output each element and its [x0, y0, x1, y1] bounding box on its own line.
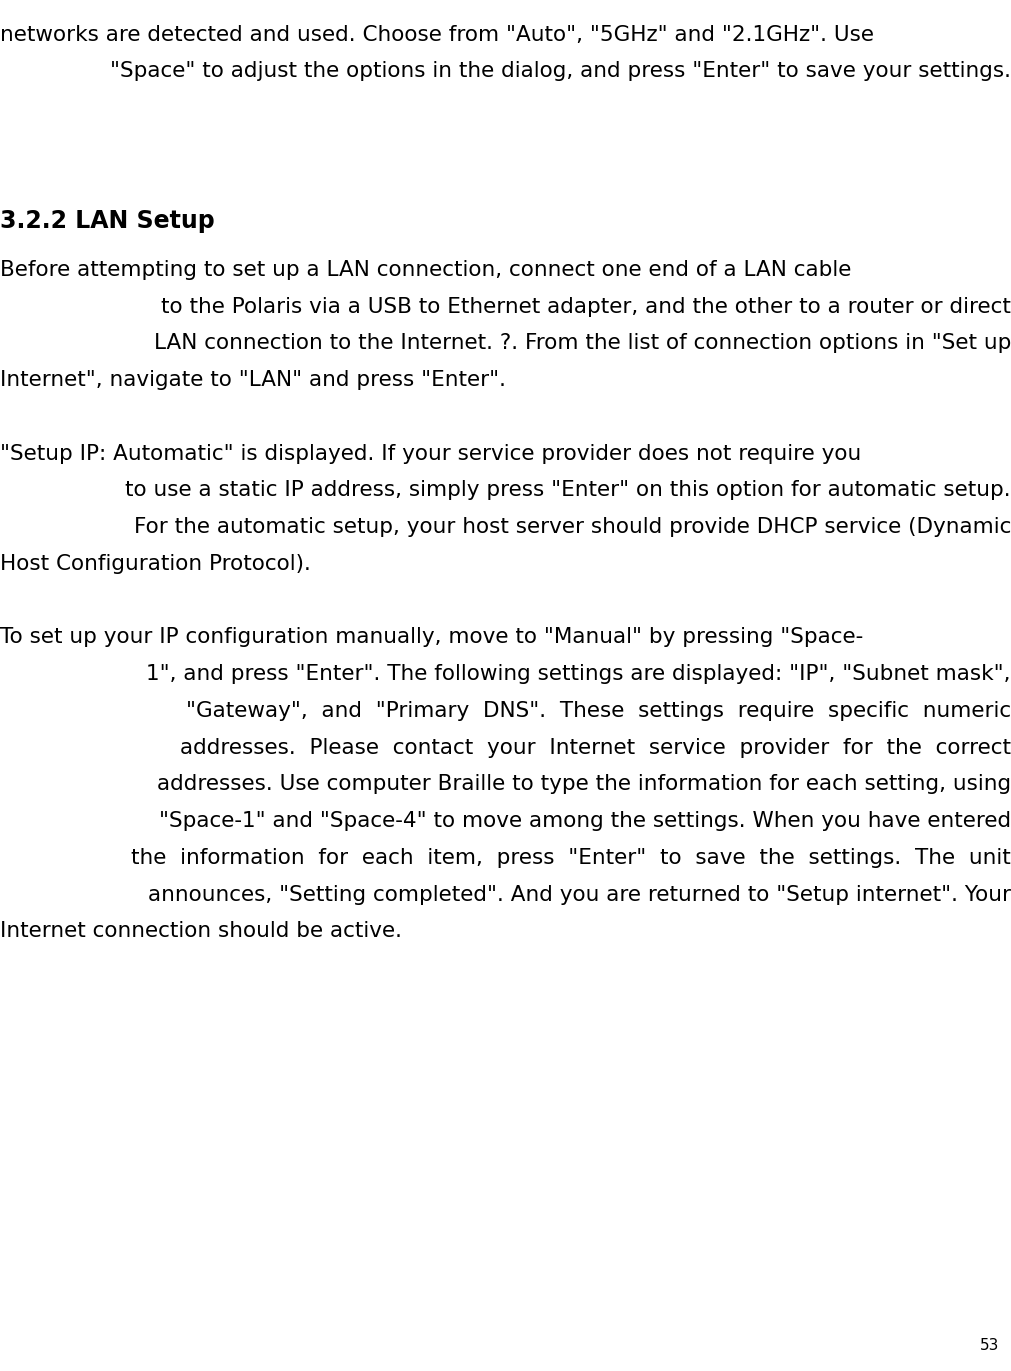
Text: announces, "Setting completed". And you are returned to "Setup internet". Your: announces, "Setting completed". And you …: [148, 884, 1011, 905]
Text: 53: 53: [980, 1338, 999, 1353]
Text: networks are detected and used. Choose from "Auto", "5GHz" and "2.1GHz". Use: networks are detected and used. Choose f…: [0, 25, 874, 45]
Text: Internet", navigate to "LAN" and press "Enter".: Internet", navigate to "LAN" and press "…: [0, 370, 506, 391]
Text: "Space" to adjust the options in the dialog, and press "Enter" to save your sett: "Space" to adjust the options in the dia…: [110, 62, 1011, 81]
Text: to use a static IP address, simply press "Enter" on this option for automatic se: to use a static IP address, simply press…: [125, 480, 1011, 500]
Text: to the Polaris via a USB to Ethernet adapter, and the other to a router or direc: to the Polaris via a USB to Ethernet ada…: [161, 296, 1011, 317]
Text: To set up your IP configuration manually, move to "Manual" by pressing "Space-: To set up your IP configuration manually…: [0, 628, 863, 647]
Text: Host Configuration Protocol).: Host Configuration Protocol).: [0, 554, 310, 574]
Text: addresses. Use computer Braille to type the information for each setting, using: addresses. Use computer Braille to type …: [157, 775, 1011, 794]
Text: addresses.  Please  contact  your  Internet  service  provider  for  the  correc: addresses. Please contact your Internet …: [180, 738, 1011, 758]
Text: LAN connection to the Internet. ?. From the list of connection options in "Set u: LAN connection to the Internet. ?. From …: [154, 333, 1011, 354]
Text: 3.2.2 LAN Setup: 3.2.2 LAN Setup: [0, 208, 214, 233]
Text: Internet connection should be active.: Internet connection should be active.: [0, 921, 402, 942]
Text: "Setup IP: Automatic" is displayed. If your service provider does not require yo: "Setup IP: Automatic" is displayed. If y…: [0, 444, 861, 463]
Text: "Space-1" and "Space-4" to move among the settings. When you have entered: "Space-1" and "Space-4" to move among th…: [159, 812, 1011, 831]
Text: For the automatic setup, your host server should provide DHCP service (Dynamic: For the automatic setup, your host serve…: [133, 517, 1011, 537]
Text: Before attempting to set up a LAN connection, connect one end of a LAN cable: Before attempting to set up a LAN connec…: [0, 260, 851, 280]
Text: "Gateway",  and  "Primary  DNS".  These  settings  require  specific  numeric: "Gateway", and "Primary DNS". These sett…: [186, 701, 1011, 721]
Text: the  information  for  each  item,  press  "Enter"  to  save  the  settings.  Th: the information for each item, press "En…: [131, 847, 1011, 868]
Text: 1", and press "Enter". The following settings are displayed: "IP", "Subnet mask": 1", and press "Enter". The following set…: [147, 664, 1011, 684]
